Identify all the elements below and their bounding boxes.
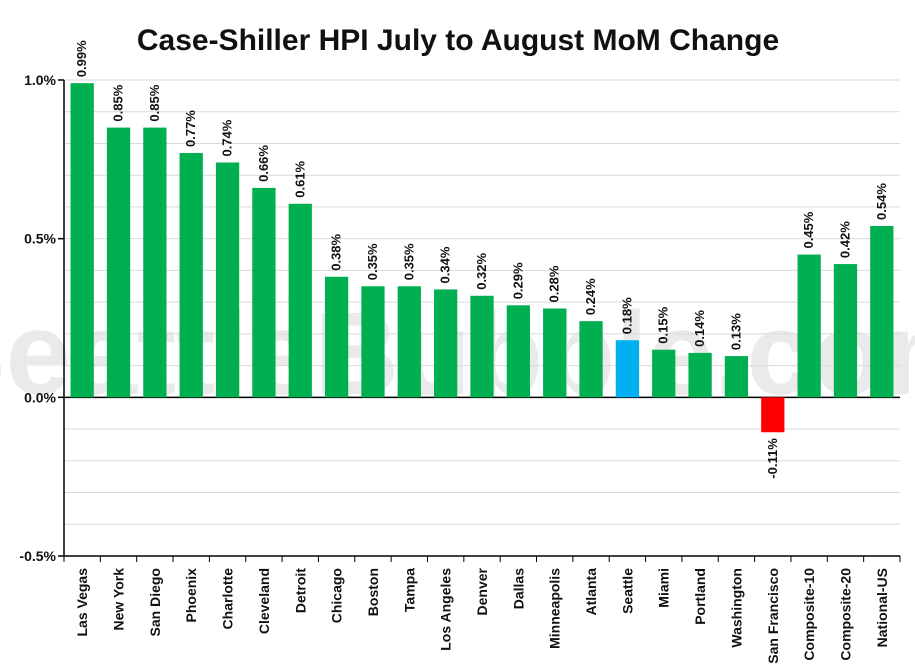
x-tick-label: New York (111, 568, 127, 631)
bar-minneapolis (543, 308, 567, 398)
value-label: 0.66% (256, 145, 271, 182)
bar-atlanta (579, 321, 603, 398)
bar-boston (361, 286, 385, 398)
x-tick-label: Minneapolis (547, 568, 563, 649)
value-label: 0.77% (183, 110, 198, 147)
bar-new-york (106, 127, 131, 398)
bar-san-diego (143, 127, 167, 398)
value-label: 0.35% (401, 243, 416, 280)
value-label: 0.14% (692, 310, 707, 347)
value-label: -0.11% (765, 438, 780, 479)
bar-los-angeles (434, 289, 458, 398)
value-label: 0.85% (147, 84, 162, 121)
value-label: 0.34% (438, 246, 453, 283)
y-tick-label: -0.5% (19, 548, 56, 564)
bar-dallas (506, 305, 530, 398)
x-tick-label: Las Vegas (74, 568, 90, 637)
value-label: 0.42% (837, 221, 852, 258)
bar-washington (724, 356, 749, 398)
value-label: 0.24% (583, 278, 598, 315)
x-tick-label: Denver (474, 567, 490, 615)
x-tick-label: Detroit (292, 568, 308, 613)
value-label: 0.74% (220, 119, 235, 156)
grid-layer (64, 79, 900, 557)
bar-detroit (288, 203, 312, 398)
value-label: 0.54% (874, 183, 889, 220)
bar-cleveland (252, 187, 276, 398)
bar-layer (70, 83, 894, 433)
x-tick-label: Phoenix (183, 568, 199, 623)
value-label: 0.99% (74, 40, 89, 77)
x-tick-label: Los Angeles (438, 568, 454, 651)
bar-portland (688, 352, 712, 398)
bar-composite-10 (797, 254, 821, 398)
x-tick-label: Miami (656, 568, 672, 608)
axis-layer: -0.5% 0.0% 0.5% 1.0% (19, 72, 901, 564)
bar-composite-20 (833, 264, 858, 398)
bar-las-vegas (70, 83, 94, 398)
x-tick-label: National-US (874, 568, 890, 647)
value-label: 0.18% (619, 297, 634, 334)
bar-san-francisco (761, 397, 785, 433)
value-label: 0.85% (111, 84, 126, 121)
bar-phoenix (179, 152, 203, 398)
value-label: 0.45% (801, 211, 816, 248)
value-label: 0.35% (365, 243, 380, 280)
x-tick-label: Chicago (329, 568, 345, 623)
x-tick-label: San Diego (147, 568, 163, 636)
x-tick-label: Seattle (619, 568, 635, 614)
bar-denver (470, 295, 494, 398)
value-label: 0.61% (292, 160, 307, 197)
bar-charlotte (215, 162, 240, 398)
x-tick-label: Boston (365, 568, 381, 616)
x-tick-label: Composite-20 (837, 568, 853, 661)
x-tick-label: Atlanta (583, 568, 599, 616)
y-tick-label: 1.0% (24, 72, 56, 88)
x-tick-label: Composite-10 (801, 568, 817, 661)
value-label: 0.29% (510, 262, 525, 299)
x-tick-label: Tampa (401, 568, 417, 612)
x-tick-label: Washington (728, 568, 744, 648)
y-tick-label: 0.0% (24, 389, 56, 405)
x-tick-label: Dallas (510, 568, 526, 609)
x-tick-label: San Francisco (765, 568, 781, 664)
value-label: 0.28% (547, 265, 562, 302)
x-tick-label: Cleveland (256, 568, 272, 634)
value-label: 0.32% (474, 252, 489, 289)
value-label: 0.38% (329, 233, 344, 270)
label-layer: 0.99% Las Vegas 0.85% New York 0.85% San Dieg… (74, 40, 890, 664)
bar-miami (652, 349, 676, 398)
bar-seattle (615, 340, 640, 398)
y-tick-label: 0.5% (24, 231, 56, 247)
chart-title: Case-Shiller HPI July to August MoM Chan… (137, 24, 779, 57)
bar-chicago (324, 276, 349, 398)
value-label: 0.13% (728, 313, 743, 350)
x-tick-label: Portland (692, 568, 708, 625)
x-tick-label: Charlotte (220, 568, 236, 630)
bar-tampa (397, 286, 421, 398)
value-label: 0.15% (656, 306, 671, 343)
bar-national-us (870, 225, 894, 398)
